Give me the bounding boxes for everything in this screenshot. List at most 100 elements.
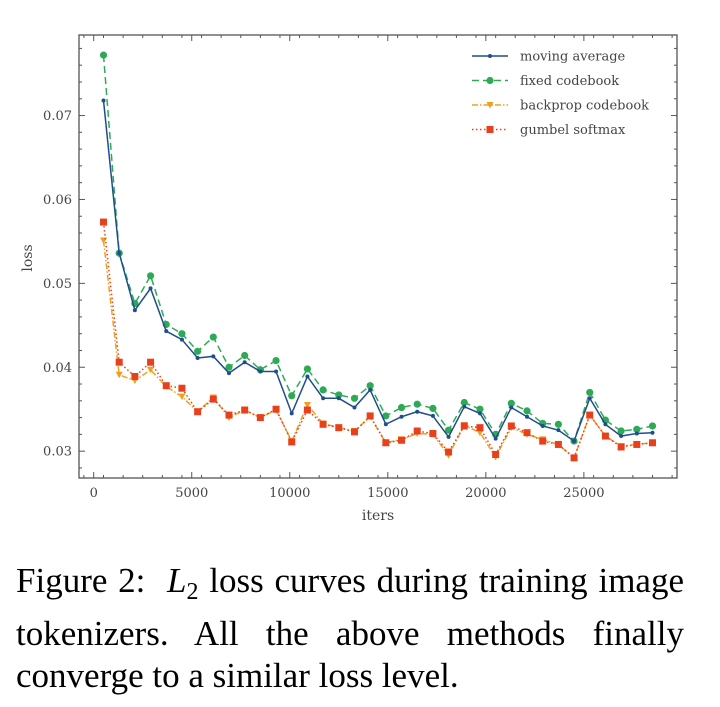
legend-item-gumbel-softmax: gumbel softmax <box>472 123 626 138</box>
x-tick-label: 20000 <box>465 486 506 501</box>
point-backprop-codebook <box>147 366 155 374</box>
point-moving-average <box>321 396 326 401</box>
figure-caption: Figure 2: L2 loss curves during training… <box>16 560 684 697</box>
y-tick-label: 0.04 <box>43 361 72 376</box>
point-moving-average <box>117 251 122 256</box>
point-fixed-codebook <box>460 398 468 407</box>
point-gumbel-softmax <box>398 436 406 444</box>
caption-math-var: L <box>166 561 187 600</box>
point-backprop-codebook <box>115 371 123 379</box>
point-moving-average <box>462 404 467 409</box>
point-fixed-codebook <box>209 333 217 341</box>
point-gumbel-softmax <box>633 440 641 448</box>
y-tick-label: 0.05 <box>43 277 72 292</box>
point-moving-average <box>509 405 514 410</box>
point-moving-average <box>587 396 592 401</box>
point-gumbel-softmax <box>335 424 343 432</box>
point-moving-average <box>383 422 388 427</box>
point-fixed-codebook <box>319 386 327 394</box>
point-backprop-codebook <box>303 402 311 409</box>
legend-label: backprop codebook <box>520 99 649 114</box>
point-moving-average <box>101 98 106 103</box>
line-moving-average <box>102 100 653 443</box>
point-moving-average <box>289 411 294 416</box>
point-fixed-codebook <box>523 407 531 415</box>
point-gumbel-softmax <box>601 432 609 440</box>
point-gumbel-softmax <box>586 411 594 419</box>
series-moving-average <box>101 98 655 444</box>
point-fixed-codebook <box>633 425 641 433</box>
legend-marker <box>486 76 494 85</box>
point-moving-average <box>556 428 561 433</box>
point-gumbel-softmax <box>429 430 437 438</box>
point-gumbel-softmax <box>523 429 531 437</box>
legend-marker <box>486 126 494 133</box>
point-gumbel-softmax <box>507 422 515 430</box>
point-moving-average <box>572 439 577 444</box>
point-moving-average <box>430 413 435 418</box>
point-fixed-codebook <box>397 403 406 412</box>
point-moving-average <box>619 434 624 439</box>
series-backprop-codebook <box>100 237 656 462</box>
point-gumbel-softmax <box>492 451 500 459</box>
point-moving-average <box>211 354 216 359</box>
series-group <box>99 51 657 462</box>
point-moving-average <box>274 369 279 374</box>
point-moving-average <box>634 431 639 436</box>
point-gumbel-softmax <box>100 218 108 226</box>
point-gumbel-softmax <box>209 395 217 403</box>
point-moving-average <box>179 337 184 342</box>
point-moving-average <box>258 369 263 374</box>
line-backprop-codebook <box>102 240 653 460</box>
point-gumbel-softmax <box>303 406 311 414</box>
point-fixed-codebook <box>146 272 155 280</box>
y-axis-label: loss <box>20 244 36 271</box>
point-moving-average <box>540 423 545 428</box>
point-gumbel-softmax <box>256 414 264 422</box>
point-fixed-codebook <box>507 399 515 407</box>
axis-ticks <box>79 35 677 478</box>
loss-chart: 0 5000 10000 15000 20000 25000 0.030.040.050.… <box>20 34 678 524</box>
point-fixed-codebook <box>586 388 594 397</box>
point-gumbel-softmax <box>162 382 170 390</box>
point-moving-average <box>148 286 153 291</box>
point-moving-average <box>195 356 200 361</box>
point-gumbel-softmax <box>350 428 358 436</box>
point-fixed-codebook <box>366 382 374 390</box>
point-moving-average <box>399 414 404 419</box>
point-fixed-codebook <box>476 405 484 413</box>
caption-prefix: Figure 2: <box>16 561 167 600</box>
point-gumbel-softmax <box>382 439 390 447</box>
legend-item-backprop-codebook: backprop codebook <box>472 99 649 114</box>
point-gumbel-softmax <box>272 405 280 413</box>
x-tick-label: 5000 <box>175 486 208 501</box>
point-fixed-codebook <box>413 400 421 408</box>
point-fixed-codebook <box>648 422 657 430</box>
point-fixed-codebook <box>241 351 249 360</box>
point-moving-average <box>446 434 451 439</box>
y-tick-label: 0.03 <box>43 445 72 460</box>
x-tick-label: 25000 <box>563 486 604 501</box>
caption-text: loss curves during training image tokeni… <box>16 561 693 695</box>
legend-item-moving-average: moving average <box>472 50 626 65</box>
point-moving-average <box>650 430 655 435</box>
point-moving-average <box>493 436 498 441</box>
point-gumbel-softmax <box>241 406 249 414</box>
point-moving-average <box>352 405 357 410</box>
point-fixed-codebook <box>335 391 343 399</box>
legend-label: fixed codebook <box>520 74 619 89</box>
point-fixed-codebook <box>303 365 312 373</box>
point-moving-average <box>336 396 341 401</box>
point-fixed-codebook <box>350 394 359 402</box>
point-fixed-codebook <box>194 347 202 355</box>
point-fixed-codebook <box>99 51 108 59</box>
point-moving-average <box>415 409 420 414</box>
point-gumbel-softmax <box>648 439 656 447</box>
x-tick-label: 10000 <box>269 486 310 501</box>
point-gumbel-softmax <box>539 437 547 445</box>
point-gumbel-softmax <box>617 443 625 451</box>
point-gumbel-softmax <box>476 424 484 432</box>
y-tick-labels: 0.03 0.04 0.05 0.06 0.07 <box>43 109 72 460</box>
point-gumbel-softmax <box>554 440 562 448</box>
caption-math: L2 <box>166 561 198 605</box>
